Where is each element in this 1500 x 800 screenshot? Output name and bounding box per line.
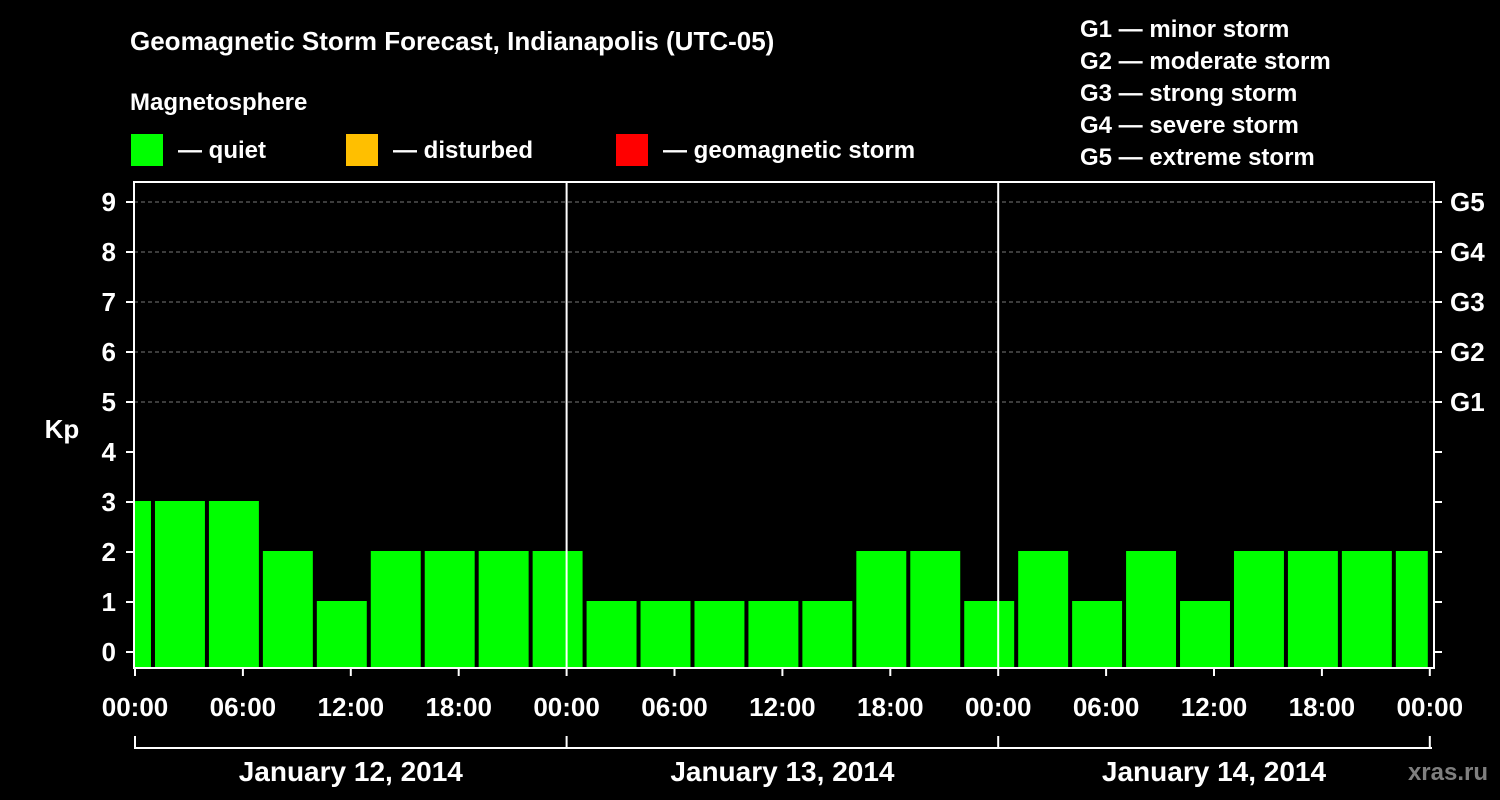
x-tick-label: 18:00: [425, 692, 492, 722]
legend-label-quiet: — quiet: [178, 137, 266, 164]
x-tick-label: 18:00: [857, 692, 924, 722]
storm-scale-g4: G4 — severe storm: [1080, 112, 1299, 139]
kp-bar: [748, 601, 799, 668]
day-label: January 12, 2014: [239, 756, 464, 787]
plot-frame: [133, 181, 1435, 669]
storm-level-label: G3: [1450, 287, 1485, 317]
watermark: xras.ru: [1408, 759, 1488, 786]
x-tick-label: 00:00: [1397, 692, 1464, 722]
kp-bar: [1395, 551, 1428, 668]
legend-label-storm: — geomagnetic storm: [663, 137, 915, 164]
y-tick-label: 1: [102, 587, 116, 617]
legend-swatch-quiet: [131, 134, 163, 166]
storm-level-label: G5: [1450, 187, 1485, 217]
chart-subtitle: Magnetosphere: [130, 89, 307, 116]
magnetosphere-legend: — quiet — disturbed — geomagnetic storm: [131, 134, 915, 166]
storm-scale-g3: G3 — strong storm: [1080, 80, 1297, 107]
kp-bar: [1341, 551, 1392, 668]
storm-scale-legend: G1 — minor storm G2 — moderate storm G3 …: [1080, 16, 1331, 171]
kp-bar: [532, 551, 583, 668]
y-tick-label: 0: [102, 637, 116, 667]
kp-bar: [1233, 551, 1284, 668]
kp-bar: [586, 601, 637, 668]
y-tick-label: 2: [102, 537, 116, 567]
legend-swatch-disturbed: [346, 134, 378, 166]
kp-bar: [856, 551, 907, 668]
x-tick-label: 06:00: [210, 692, 277, 722]
y-tick-label: 4: [102, 437, 117, 467]
y-tick-label: 8: [102, 237, 116, 267]
y-tick-label: 5: [102, 387, 116, 417]
x-tick-label: 06:00: [641, 692, 708, 722]
x-tick-label: 18:00: [1289, 692, 1356, 722]
kp-bar: [694, 601, 745, 668]
day-label: January 13, 2014: [670, 756, 895, 787]
kp-bar: [208, 501, 259, 668]
grid-lines: [134, 201, 1434, 403]
kp-bar: [1287, 551, 1338, 668]
axes: 0 1 2 3 4 5 6 7 8 9 G1 G2 G3 G4 G5 00:00 06:00 12:00 18:00…: [102, 181, 1485, 787]
kp-bar: [316, 601, 367, 668]
kp-bar: [154, 501, 205, 668]
bars: [135, 501, 1428, 668]
chart-title: Geomagnetic Storm Forecast, Indianapolis…: [130, 26, 774, 56]
storm-scale-g5: G5 — extreme storm: [1080, 144, 1315, 171]
storm-level-label: G4: [1450, 237, 1485, 267]
legend-label-disturbed: — disturbed: [393, 137, 533, 164]
x-tick-label: 00:00: [965, 692, 1032, 722]
kp-bar: [370, 551, 421, 668]
kp-bar: [135, 501, 151, 668]
x-tick-label: 12:00: [318, 692, 385, 722]
y-tick-label: 3: [102, 487, 116, 517]
kp-bar: [802, 601, 853, 668]
y-tick-label: 9: [102, 187, 116, 217]
kp-bar: [964, 601, 1015, 668]
x-tick-label: 00:00: [102, 692, 169, 722]
legend-swatch-storm: [616, 134, 648, 166]
x-tick-label: 00:00: [533, 692, 600, 722]
y-tick-label: 7: [102, 287, 116, 317]
x-tick-label: 06:00: [1073, 692, 1140, 722]
storm-level-label: G2: [1450, 337, 1485, 367]
kp-bar: [910, 551, 961, 668]
y-axis-label: Kp: [45, 414, 80, 444]
storm-scale-g1: G1 — minor storm: [1080, 16, 1289, 43]
kp-bar: [1018, 551, 1069, 668]
kp-bar: [1072, 601, 1123, 668]
y-tick-label: 6: [102, 337, 116, 367]
x-tick-label: 12:00: [1181, 692, 1248, 722]
storm-level-label: G1: [1450, 387, 1485, 417]
kp-bar: [478, 551, 529, 668]
kp-bar: [640, 601, 691, 668]
day-label: January 14, 2014: [1102, 756, 1327, 787]
kp-bar: [1180, 601, 1230, 668]
kp-bar: [424, 551, 475, 668]
kp-bar: [262, 551, 313, 668]
x-tick-label: 12:00: [749, 692, 816, 722]
storm-scale-g2: G2 — moderate storm: [1080, 48, 1331, 75]
kp-bar: [1126, 551, 1177, 668]
